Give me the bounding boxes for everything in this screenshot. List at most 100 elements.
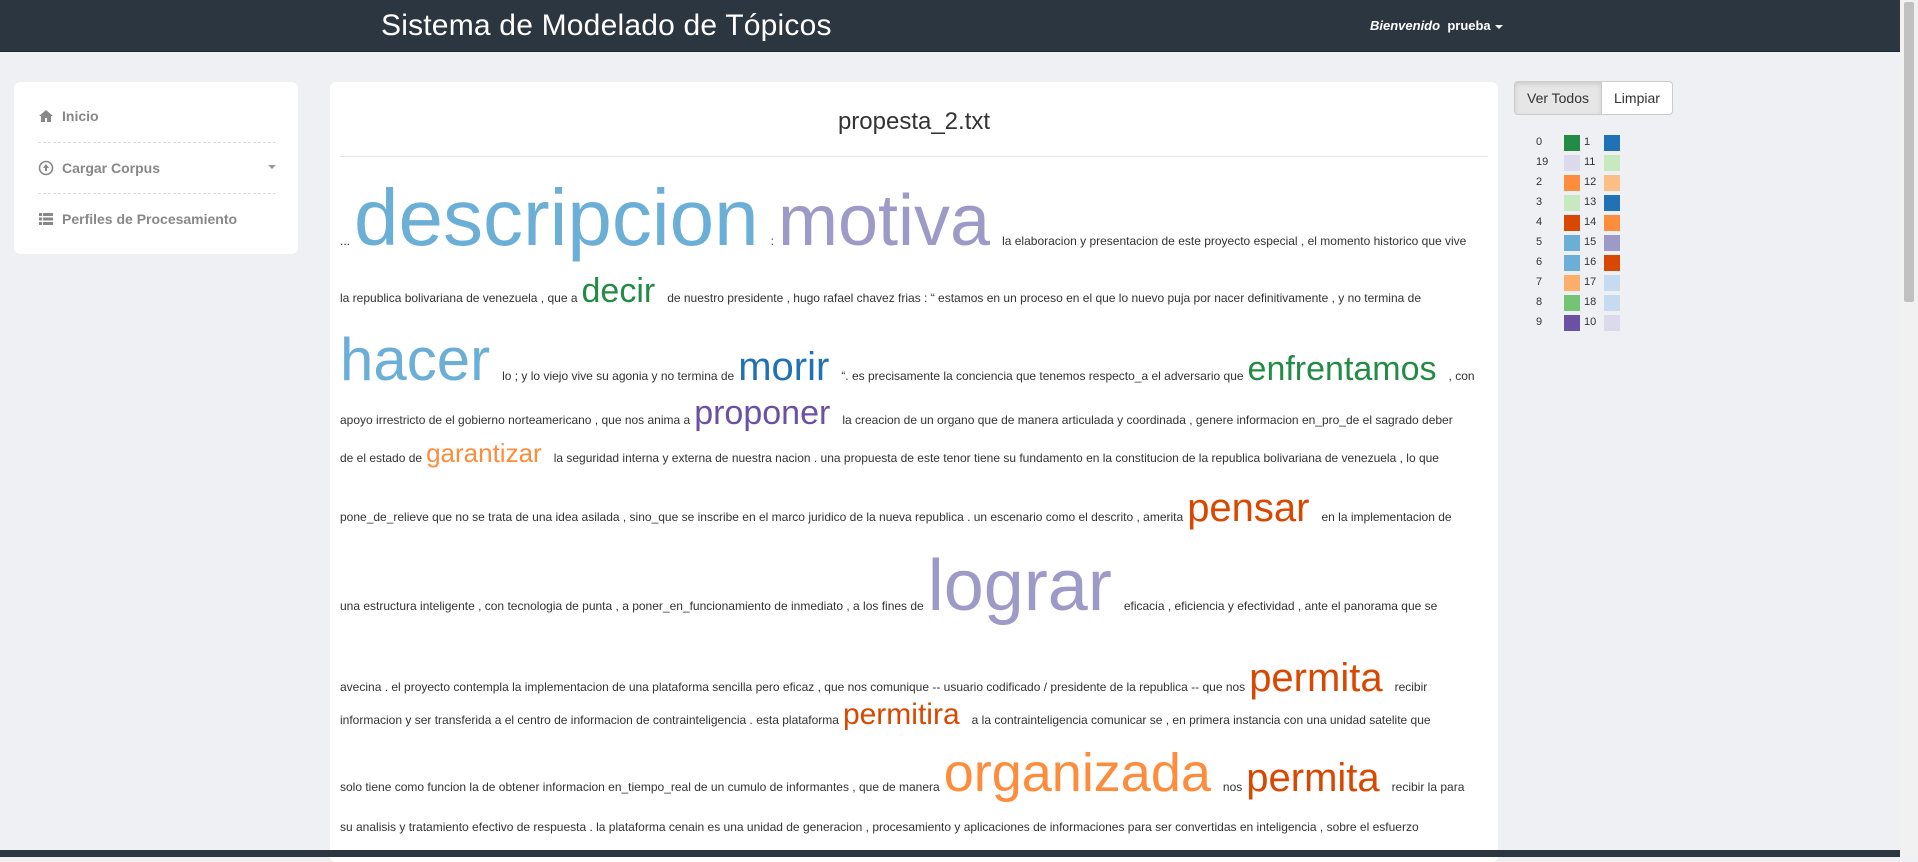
text-span: recibir la para <box>1391 780 1465 794</box>
legend-swatch[interactable] <box>1564 275 1580 291</box>
text-span: de nuestro presidente , hugo rafael chav… <box>667 291 1421 305</box>
topic-word[interactable]: organizada <box>943 743 1211 803</box>
legend-row: 6 16 <box>1536 253 1636 273</box>
app-brand[interactable]: Sistema de Modelado de Tópicos <box>381 9 832 42</box>
legend-row: 9 10 <box>1536 313 1636 333</box>
welcome-label: Bienvenido <box>1370 18 1441 33</box>
legend-topic-number: 8 <box>1536 296 1543 308</box>
legend-swatch[interactable] <box>1604 195 1620 211</box>
sidebar: Inicio Cargar Corpus Perfiles de Procesa… <box>14 82 298 254</box>
text-line: informacion y ser transferida a el centr… <box>340 700 1435 800</box>
legend-row: 8 18 <box>1536 293 1636 313</box>
chevron-down-icon <box>268 165 276 169</box>
topic-word[interactable]: proponer <box>694 394 831 432</box>
legend-swatch[interactable] <box>1564 315 1580 331</box>
topic-word[interactable]: motiva <box>778 181 991 261</box>
legend-row: 4 14 <box>1536 213 1636 233</box>
legend-topic-number: 18 <box>1584 296 1597 308</box>
topic-word[interactable]: permita <box>1249 656 1383 700</box>
legend-swatch[interactable] <box>1604 175 1620 191</box>
legend-row: 2 12 <box>1536 173 1636 193</box>
legend-swatch[interactable] <box>1604 135 1620 151</box>
topic-word[interactable]: descripcion <box>354 173 759 262</box>
legend-swatch[interactable] <box>1604 255 1620 271</box>
text-span: una estructura inteligente , con tecnolo… <box>340 599 924 613</box>
legend-swatch[interactable] <box>1604 155 1620 171</box>
text-line: avecina . el proyecto contempla la imple… <box>340 658 1431 758</box>
text-line: de el estado de garantizar la seguridad in… <box>340 440 1443 540</box>
legend-topic-number: 4 <box>1536 216 1543 228</box>
text-line: pone_de_relieve que no se trata de una i… <box>340 488 1456 588</box>
legend-row: 7 17 <box>1536 273 1636 293</box>
text-span: solo tiene como funcion la de obtener in… <box>340 780 940 794</box>
legend-topic-number: 6 <box>1536 256 1543 268</box>
legend-row: 5 15 <box>1536 233 1636 253</box>
topic-word[interactable]: permita <box>1246 756 1380 800</box>
legend-swatch[interactable] <box>1604 275 1620 291</box>
legend-swatch[interactable] <box>1604 295 1620 311</box>
topic-word[interactable]: lograr <box>927 546 1112 626</box>
text-span: la elaboracion y presentacion de este pr… <box>1002 234 1467 248</box>
legend-topic-number: 16 <box>1584 256 1597 268</box>
legend-topic-number: 11 <box>1584 156 1596 168</box>
legend-swatch[interactable] <box>1564 215 1580 231</box>
legend-topic-number: 5 <box>1536 236 1543 248</box>
scroll-thumb[interactable] <box>1904 2 1914 302</box>
text-span: pone_de_relieve que no se trata de una i… <box>340 510 1184 524</box>
topic-word[interactable]: decir <box>581 272 656 310</box>
text-span: nos <box>1222 780 1243 794</box>
legend-topic-number: 15 <box>1584 236 1597 248</box>
text-span: , con <box>1448 369 1475 383</box>
legend-swatch[interactable] <box>1604 315 1620 331</box>
legend-swatch[interactable] <box>1604 235 1620 251</box>
text-span: avecina . el proyecto contempla la imple… <box>340 680 1246 694</box>
topic-word[interactable]: garantizar <box>426 438 542 468</box>
text-line: hacer lo ; y lo viejo vive su agonia y no… <box>340 330 1479 430</box>
sidebar-item-inicio[interactable]: Inicio <box>38 91 276 141</box>
username: prueba <box>1447 18 1491 33</box>
text-span: eficacia , eficiencia y efectividad , an… <box>1123 599 1438 613</box>
list-icon <box>39 213 53 225</box>
view-all-button[interactable]: Ver Todos <box>1514 81 1603 115</box>
legend-swatch[interactable] <box>1564 255 1580 271</box>
text-line: la republica bolivariana de venezuela , … <box>340 274 1425 374</box>
legend-topic-number: 9 <box>1536 316 1543 328</box>
legend-swatch[interactable] <box>1604 215 1620 231</box>
legend-row: 19 11 <box>1536 153 1636 173</box>
legend-swatch[interactable] <box>1564 135 1580 151</box>
text-span: de el estado de <box>340 451 423 465</box>
topic-word[interactable]: hacer <box>340 326 491 393</box>
legend-swatch[interactable] <box>1564 175 1580 191</box>
user-menu[interactable]: Bienvenido prueba <box>1370 18 1503 33</box>
legend-swatch[interactable] <box>1564 155 1580 171</box>
text-span: a la contrainteligencia comunicar se , e… <box>971 713 1431 727</box>
text-span: ... <box>340 234 351 248</box>
legend-swatch[interactable] <box>1564 195 1580 211</box>
legend-topic-number: 7 <box>1536 276 1543 288</box>
clear-button[interactable]: Limpiar <box>1602 81 1673 115</box>
text-span: la republica bolivariana de venezuela , … <box>340 291 578 305</box>
topic-word[interactable]: enfrentamos <box>1247 350 1437 388</box>
page-scrollbar[interactable] <box>1900 0 1918 857</box>
text-line: ... descripcion: motiva la elaboracion y pr… <box>340 178 1470 278</box>
sidebar-item-perfiles[interactable]: Perfiles de Procesamiento <box>38 193 276 244</box>
text-span: lo ; y lo viejo vive su agonia y no term… <box>502 369 735 383</box>
sidebar-item-label: Perfiles de Procesamiento <box>62 211 238 227</box>
legend-topic-number: 10 <box>1584 316 1597 328</box>
text-span: “. es precisamente la conciencia que ten… <box>841 369 1244 383</box>
legend-topic-number: 0 <box>1536 136 1543 148</box>
topic-word[interactable]: permitira <box>842 698 960 731</box>
topic-word[interactable]: morir <box>738 345 830 389</box>
top-navbar: Sistema de Modelado de Tópicos Bienvenid… <box>0 0 1900 52</box>
topic-word[interactable]: pensar <box>1187 486 1310 530</box>
topic-legend: 0 1 19 11 2 12 3 13 4 14 5 15 6 16 7 17 8 18 9 10 <box>1536 133 1636 333</box>
legend-swatch[interactable] <box>1564 235 1580 251</box>
text-line: una estructura inteligente , con tecnolo… <box>340 550 1441 650</box>
legend-topic-number: 3 <box>1536 196 1543 208</box>
home-icon <box>39 110 53 122</box>
sidebar-item-cargar-corpus[interactable]: Cargar Corpus <box>38 142 276 193</box>
legend-swatch[interactable] <box>1564 295 1580 311</box>
text-line: apoyo irrestricto de el gobierno norteam… <box>340 396 1457 496</box>
legend-row: 3 13 <box>1536 193 1636 213</box>
